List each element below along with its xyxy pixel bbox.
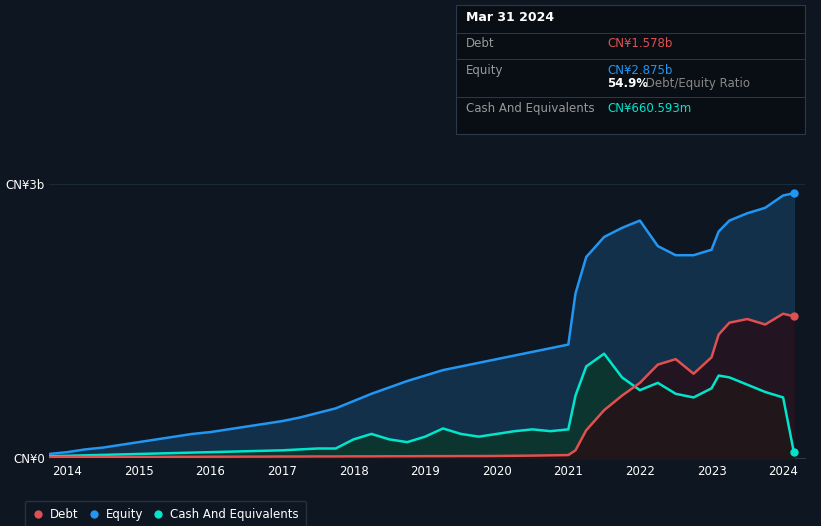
Text: 54.9%: 54.9% [608,77,649,90]
Text: CN¥1.578b: CN¥1.578b [608,37,673,50]
Point [787,448,800,457]
Text: Debt/Equity Ratio: Debt/Equity Ratio [642,77,750,90]
Text: Equity: Equity [466,64,503,77]
Text: Mar 31 2024: Mar 31 2024 [466,11,553,24]
Text: CN¥2.875b: CN¥2.875b [608,64,673,77]
Point [787,312,800,320]
Text: Cash And Equivalents: Cash And Equivalents [466,102,594,115]
Point [787,189,800,197]
Text: Debt: Debt [466,37,494,50]
Legend: Debt, Equity, Cash And Equivalents: Debt, Equity, Cash And Equivalents [25,501,306,526]
Text: CN¥660.593m: CN¥660.593m [608,102,692,115]
